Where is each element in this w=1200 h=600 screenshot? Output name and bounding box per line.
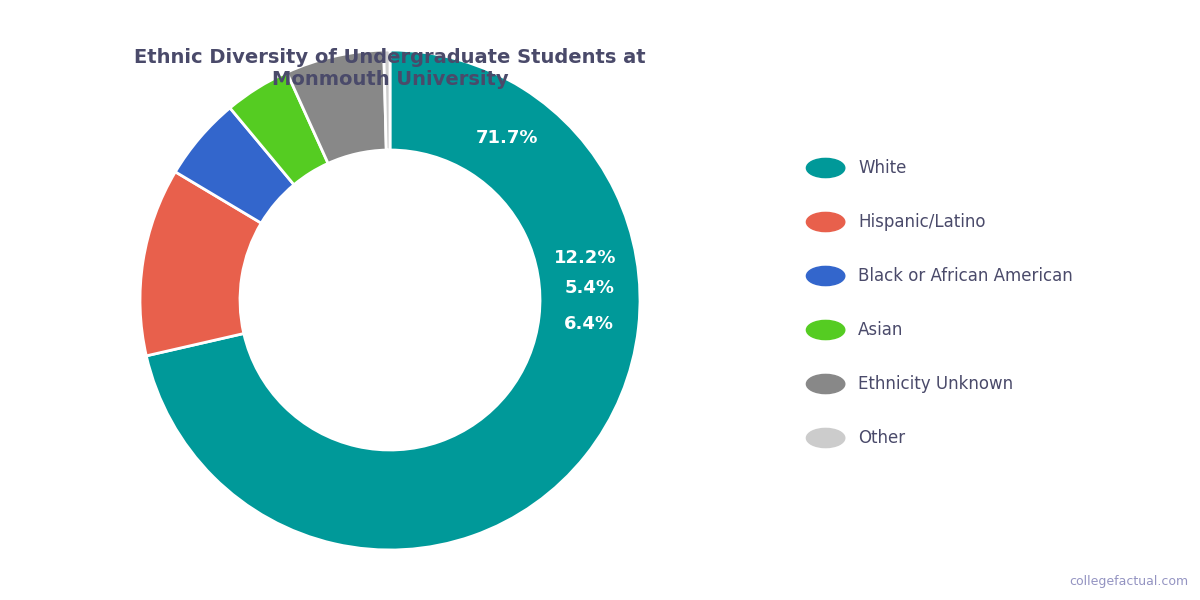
Text: White: White (858, 159, 906, 177)
Wedge shape (287, 50, 386, 163)
Text: Ethnicity Unknown: Ethnicity Unknown (858, 375, 1013, 393)
Wedge shape (140, 172, 262, 356)
Wedge shape (384, 50, 390, 150)
Text: 6.4%: 6.4% (564, 314, 613, 332)
Text: Asian: Asian (858, 321, 904, 339)
Text: Ethnic Diversity of Undergraduate Students at
Monmouth University: Ethnic Diversity of Undergraduate Studen… (134, 48, 646, 89)
Text: 12.2%: 12.2% (554, 249, 617, 267)
Text: Hispanic/Latino: Hispanic/Latino (858, 213, 985, 231)
Text: Black or African American: Black or African American (858, 267, 1073, 285)
Wedge shape (230, 72, 328, 185)
Wedge shape (175, 108, 294, 223)
Wedge shape (146, 50, 640, 550)
Text: 71.7%: 71.7% (476, 129, 539, 147)
Text: Other: Other (858, 429, 905, 447)
Text: collegefactual.com: collegefactual.com (1069, 575, 1188, 588)
Text: 5.4%: 5.4% (565, 279, 614, 297)
